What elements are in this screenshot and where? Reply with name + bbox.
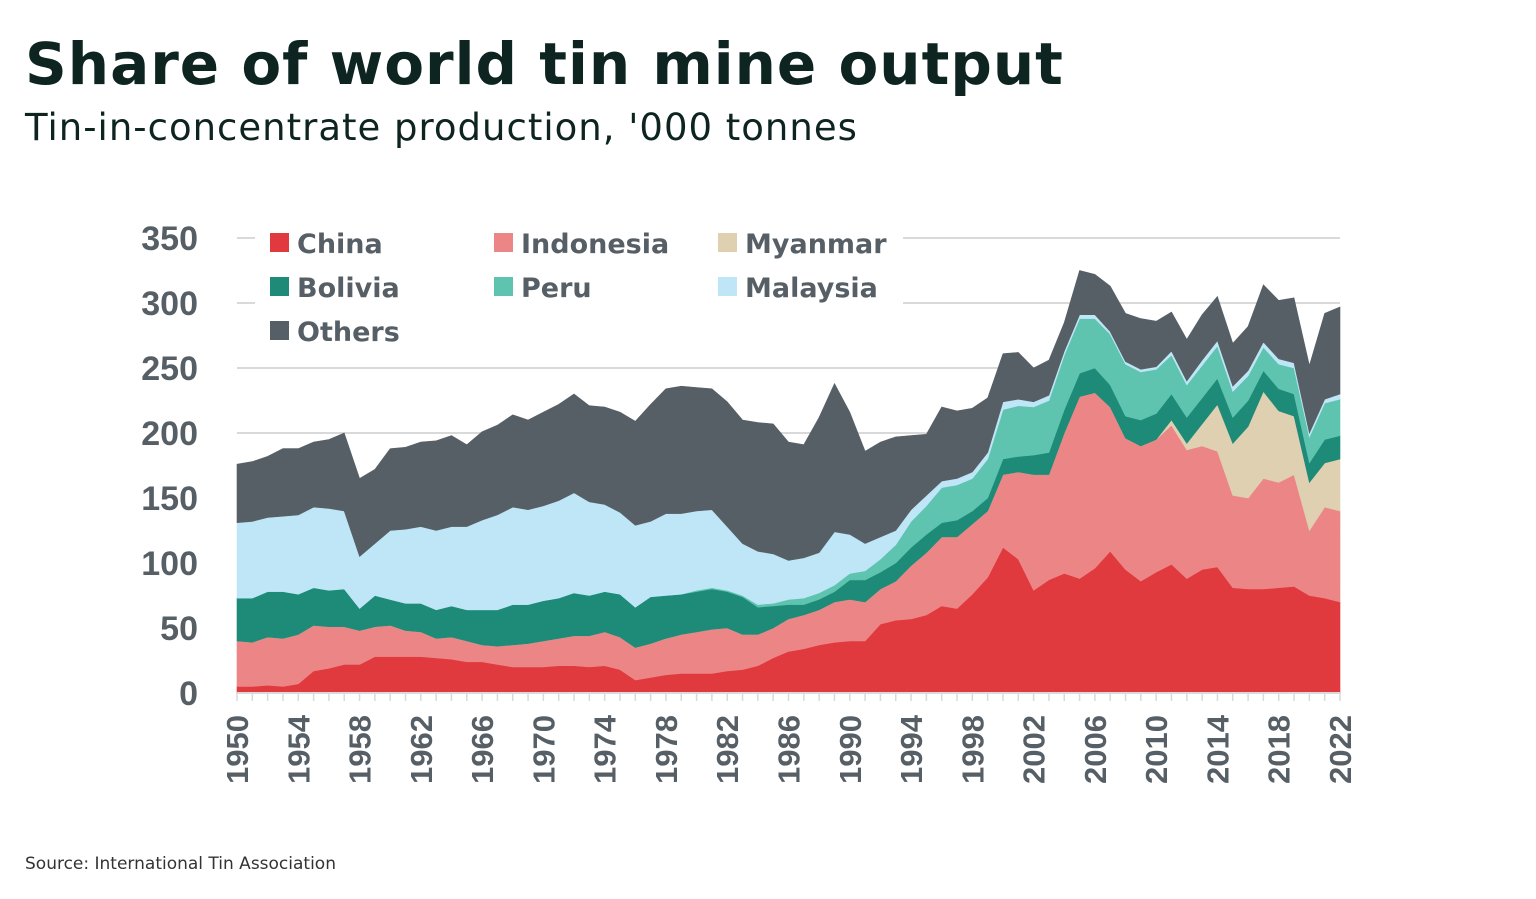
x-tick-label: 1958 — [343, 715, 378, 784]
x-tick-label: 1966 — [465, 715, 500, 784]
area-series — [236, 270, 1341, 694]
legend-item-bolivia: Bolivia — [270, 273, 400, 304]
x-tick-label: 1978 — [649, 715, 684, 784]
x-tick-label: 1998 — [955, 715, 990, 784]
chart-title: Share of world tin mine output — [25, 30, 1064, 98]
x-tick-label: 2022 — [1323, 715, 1358, 784]
y-tick-label: 250 — [141, 350, 198, 388]
x-tick-label: 2018 — [1262, 715, 1297, 784]
legend-label: Bolivia — [297, 273, 400, 304]
x-tick-label: 2010 — [1139, 715, 1174, 784]
x-tick-label: 1962 — [404, 715, 439, 784]
legend-label: Malaysia — [745, 273, 878, 304]
legend-label: Others — [297, 317, 400, 348]
x-tick-label: 1994 — [894, 714, 929, 784]
x-tick-label: 1970 — [526, 715, 561, 784]
y-tick-label: 200 — [141, 415, 198, 453]
area-others — [236, 270, 1341, 561]
legend-swatch — [718, 277, 737, 296]
x-axis-ticks: 1950 1954 1958 1962 1966 1970 1974 1978 1982 1986… — [220, 692, 1358, 784]
y-tick-label: 50 — [160, 610, 198, 648]
x-tick-label: 2002 — [1017, 715, 1052, 784]
x-tick-label: 1982 — [710, 715, 745, 784]
legend-label: Peru — [521, 273, 592, 304]
y-tick-label: 350 — [141, 220, 198, 258]
y-axis-ticks: 0 50 100 150 200 250 300 350 — [141, 220, 198, 713]
legend-item-peru: Peru — [494, 273, 592, 304]
y-tick-label: 150 — [141, 480, 198, 518]
legend-item-malaysia: Malaysia — [718, 273, 878, 304]
legend-swatch — [270, 277, 289, 296]
x-tick-label: 1990 — [833, 715, 868, 784]
legend-label: China — [297, 229, 383, 260]
legend-label: Myanmar — [745, 229, 887, 260]
legend-swatch — [270, 233, 289, 252]
legend-label: Indonesia — [521, 229, 669, 260]
legend: China Indonesia Myanmar Bolivia Peru Malaysia… — [255, 218, 903, 358]
x-tick-label: 1950 — [220, 715, 255, 784]
x-tick-label: 1974 — [588, 714, 623, 784]
legend-background — [255, 218, 903, 358]
y-tick-label: 100 — [141, 545, 198, 583]
legend-item-myanmar: Myanmar — [718, 229, 887, 260]
x-tick-label: 1986 — [772, 715, 807, 784]
x-tick-label: 2014 — [1200, 714, 1235, 784]
legend-item-indonesia: Indonesia — [494, 229, 669, 260]
y-tick-label: 300 — [141, 285, 198, 323]
legend-swatch — [270, 321, 289, 340]
legend-item-china: China — [270, 229, 383, 260]
legend-swatch — [494, 233, 513, 252]
legend-swatch — [494, 277, 513, 296]
y-tick-label: 0 — [179, 675, 198, 713]
x-tick-label: 1954 — [281, 714, 316, 784]
source-note: Source: International Tin Association — [25, 854, 336, 874]
legend-swatch — [718, 233, 737, 252]
chart-subtitle: Tin-in-concentrate production, '000 tonn… — [25, 106, 858, 149]
x-tick-label: 2006 — [1078, 715, 1113, 784]
legend-item-others: Others — [270, 317, 400, 348]
